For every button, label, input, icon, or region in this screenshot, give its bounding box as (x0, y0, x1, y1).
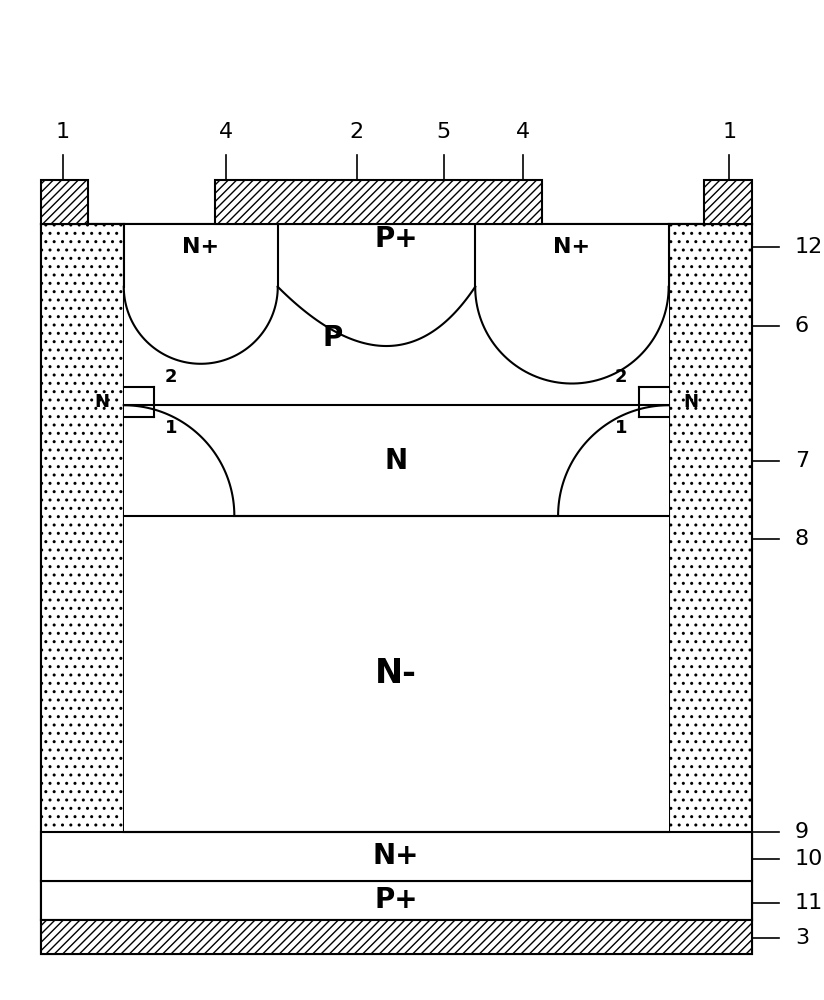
Text: 2: 2 (349, 122, 363, 142)
Text: 4: 4 (219, 122, 233, 142)
Text: 2: 2 (615, 368, 628, 386)
Text: 6: 6 (795, 316, 809, 336)
Text: P+: P+ (374, 225, 418, 253)
Text: 1: 1 (165, 419, 177, 437)
Bar (41, 920, 751, 954)
Text: 2: 2 (165, 368, 177, 386)
Bar (124, 224, 668, 832)
Bar (41, 832, 751, 881)
Text: N-: N- (375, 657, 417, 690)
Text: N: N (385, 447, 408, 475)
Bar (41, 224, 751, 954)
Text: N+: N+ (182, 237, 219, 257)
Bar (705, 180, 751, 224)
Text: 3: 3 (795, 928, 809, 948)
Bar (214, 180, 542, 224)
Text: 5: 5 (437, 122, 451, 142)
Text: 1: 1 (615, 419, 628, 437)
Bar (41, 180, 88, 224)
Text: 4: 4 (516, 122, 530, 142)
Bar (41, 881, 751, 920)
Bar (668, 224, 751, 920)
Text: 11: 11 (795, 893, 823, 913)
Text: 1: 1 (56, 122, 70, 142)
Text: 8: 8 (795, 529, 809, 549)
Text: N+: N+ (554, 237, 591, 257)
Text: N: N (94, 393, 109, 411)
Bar (41, 224, 124, 920)
Text: 10: 10 (795, 849, 823, 869)
Text: 9: 9 (795, 822, 809, 842)
Text: 12: 12 (795, 237, 823, 257)
Text: 1: 1 (723, 122, 737, 142)
Text: N+: N+ (373, 842, 419, 870)
Text: N: N (683, 393, 698, 411)
Text: P+: P+ (374, 886, 418, 914)
Text: 7: 7 (795, 451, 809, 471)
Text: P: P (323, 324, 343, 352)
